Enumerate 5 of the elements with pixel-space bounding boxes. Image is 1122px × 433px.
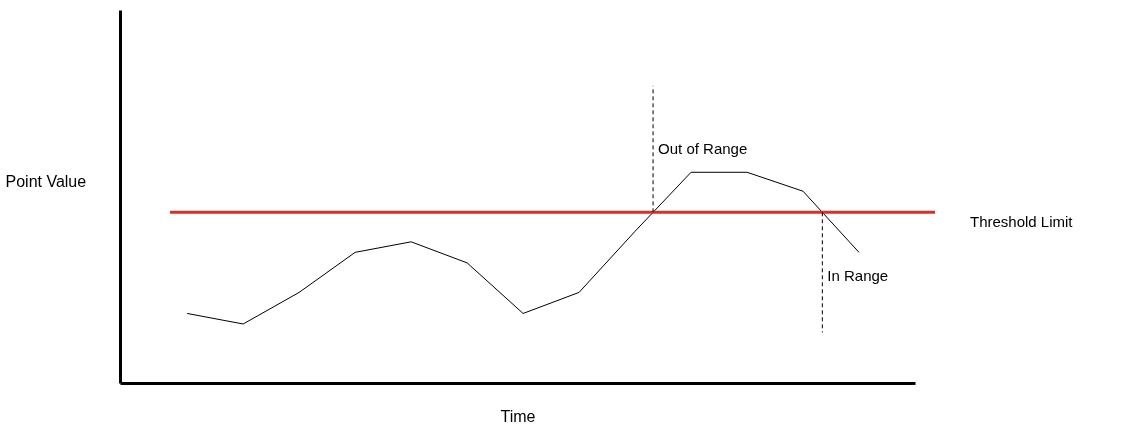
y-axis-title: Point Value <box>5 172 87 190</box>
text: Out of Range <box>658 140 748 158</box>
ref-line-label: Threshold Limit <box>970 213 1074 231</box>
annotation: In Range <box>827 266 889 284</box>
x-axis-title: Time <box>500 407 536 425</box>
